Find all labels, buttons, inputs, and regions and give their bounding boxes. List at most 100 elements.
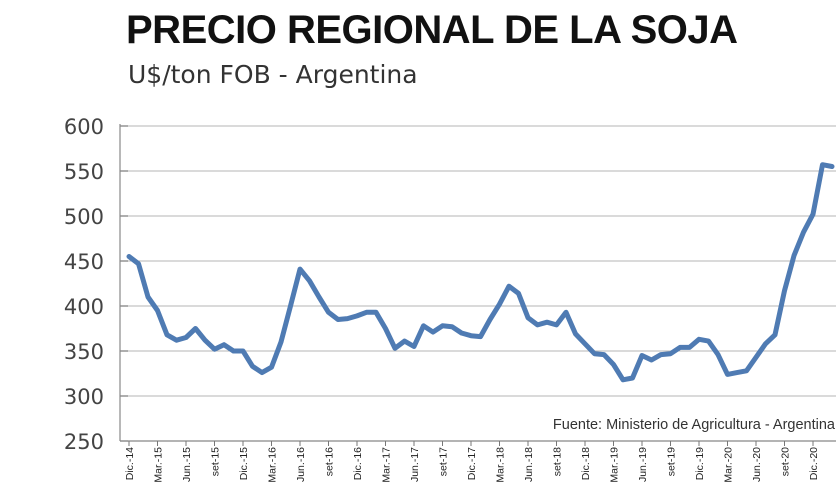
x-tick-label: set-20	[780, 447, 792, 476]
data-point	[774, 334, 776, 336]
y-tick-label: 600	[64, 115, 104, 139]
data-point	[299, 268, 301, 270]
data-point	[251, 365, 254, 367]
data-point	[337, 318, 339, 321]
x-axis	[119, 124, 836, 442]
data-point	[346, 318, 349, 320]
x-tick-label: Dic.-18	[580, 447, 592, 480]
y-axis-ticks: 600 550 500 450 400 350 300 250	[64, 115, 128, 454]
data-point	[384, 327, 387, 330]
data-point	[669, 353, 672, 355]
data-point	[707, 340, 710, 342]
data-point	[413, 345, 415, 348]
x-tick-label: Jun.-17	[409, 447, 421, 482]
y-tick-label: 450	[64, 250, 104, 274]
chart-title: PRECIO REGIONAL DE LA SOJA	[126, 8, 738, 52]
x-tick-label: Mar.-17	[381, 447, 393, 483]
data-point	[660, 354, 662, 356]
x-tick-label: Dic.-16	[352, 447, 364, 480]
data-point	[555, 324, 558, 326]
data-point	[432, 331, 434, 333]
data-point	[527, 317, 529, 319]
gridlines	[120, 125, 836, 442]
data-point	[783, 290, 786, 292]
x-tick-label: Mar.-15	[153, 447, 165, 483]
data-point	[612, 363, 615, 366]
data-point	[764, 343, 767, 345]
data-point	[270, 366, 273, 368]
x-tick-label: set-17	[438, 447, 450, 476]
data-point	[194, 327, 197, 330]
source-note: Fuente: Ministerio de Agricultura - Arge…	[553, 417, 836, 433]
x-tick-label: Jun.-20	[751, 447, 763, 482]
x-tick-label: Mar.-20	[723, 447, 735, 483]
x-tick-label: Mar.-16	[267, 447, 279, 483]
y-tick-label: 400	[64, 295, 104, 319]
x-tick-label: Mar.-18	[495, 447, 507, 483]
x-tick-label: Jun.-18	[523, 447, 535, 482]
data-point	[375, 311, 377, 313]
data-point	[128, 255, 130, 258]
data-point	[745, 370, 748, 372]
data-point	[802, 231, 805, 233]
data-point	[137, 263, 140, 265]
data-point	[755, 356, 757, 358]
x-tick-label: Dic.-20	[808, 447, 820, 480]
x-tick-label: Mar.-19	[609, 447, 621, 483]
data-point	[204, 339, 206, 341]
x-tick-label: set-15	[210, 447, 222, 476]
data-point	[451, 326, 453, 328]
x-tick-label: Dic.-14	[124, 447, 136, 480]
chart-subtitle: U$/ton FOB - Argentina	[128, 60, 418, 89]
data-point	[565, 311, 567, 313]
data-point	[318, 296, 320, 298]
data-point	[546, 321, 548, 323]
data-point	[679, 346, 681, 348]
series-line	[126, 162, 835, 383]
x-tick-label: Dic.-17	[466, 447, 478, 480]
data-point	[584, 343, 586, 345]
x-tick-label: Jun.-15	[181, 447, 193, 482]
data-point	[498, 303, 501, 305]
y-tick-label: 550	[64, 160, 104, 184]
data-point	[213, 348, 216, 350]
data-point	[289, 305, 292, 307]
data-point	[831, 165, 833, 168]
data-point	[650, 359, 653, 361]
data-point	[479, 336, 482, 338]
data-point	[517, 292, 520, 294]
data-point	[603, 354, 605, 356]
data-point	[793, 255, 795, 257]
data-point	[365, 311, 368, 313]
data-point	[470, 335, 472, 337]
data-point	[812, 213, 814, 215]
data-point	[726, 373, 729, 375]
data-point	[394, 347, 396, 349]
data-point	[631, 377, 634, 379]
x-tick-label: Dic.-15	[238, 447, 250, 480]
data-point	[147, 296, 149, 298]
data-point	[688, 346, 691, 348]
x-tick-label: Jun.-16	[295, 447, 307, 482]
data-point	[536, 324, 539, 326]
data-point	[185, 336, 187, 339]
data-point	[242, 350, 244, 352]
data-point	[308, 280, 311, 282]
x-tick-label: Dic.-19	[694, 447, 706, 480]
data-point	[223, 344, 225, 346]
data-point	[403, 340, 406, 342]
x-tick-label: set-16	[324, 447, 336, 476]
data-point	[622, 379, 624, 381]
y-tick-label: 500	[64, 205, 104, 229]
series-layer	[126, 162, 835, 383]
x-tick-label: set-19	[666, 447, 678, 476]
data-point	[821, 164, 824, 166]
data-point	[717, 354, 719, 356]
data-point	[232, 350, 235, 352]
data-point	[698, 338, 700, 340]
y-tick-label: 350	[64, 340, 104, 364]
data-point	[574, 333, 577, 335]
data-point	[736, 372, 738, 374]
x-tick-label: Jun.-19	[637, 447, 649, 482]
